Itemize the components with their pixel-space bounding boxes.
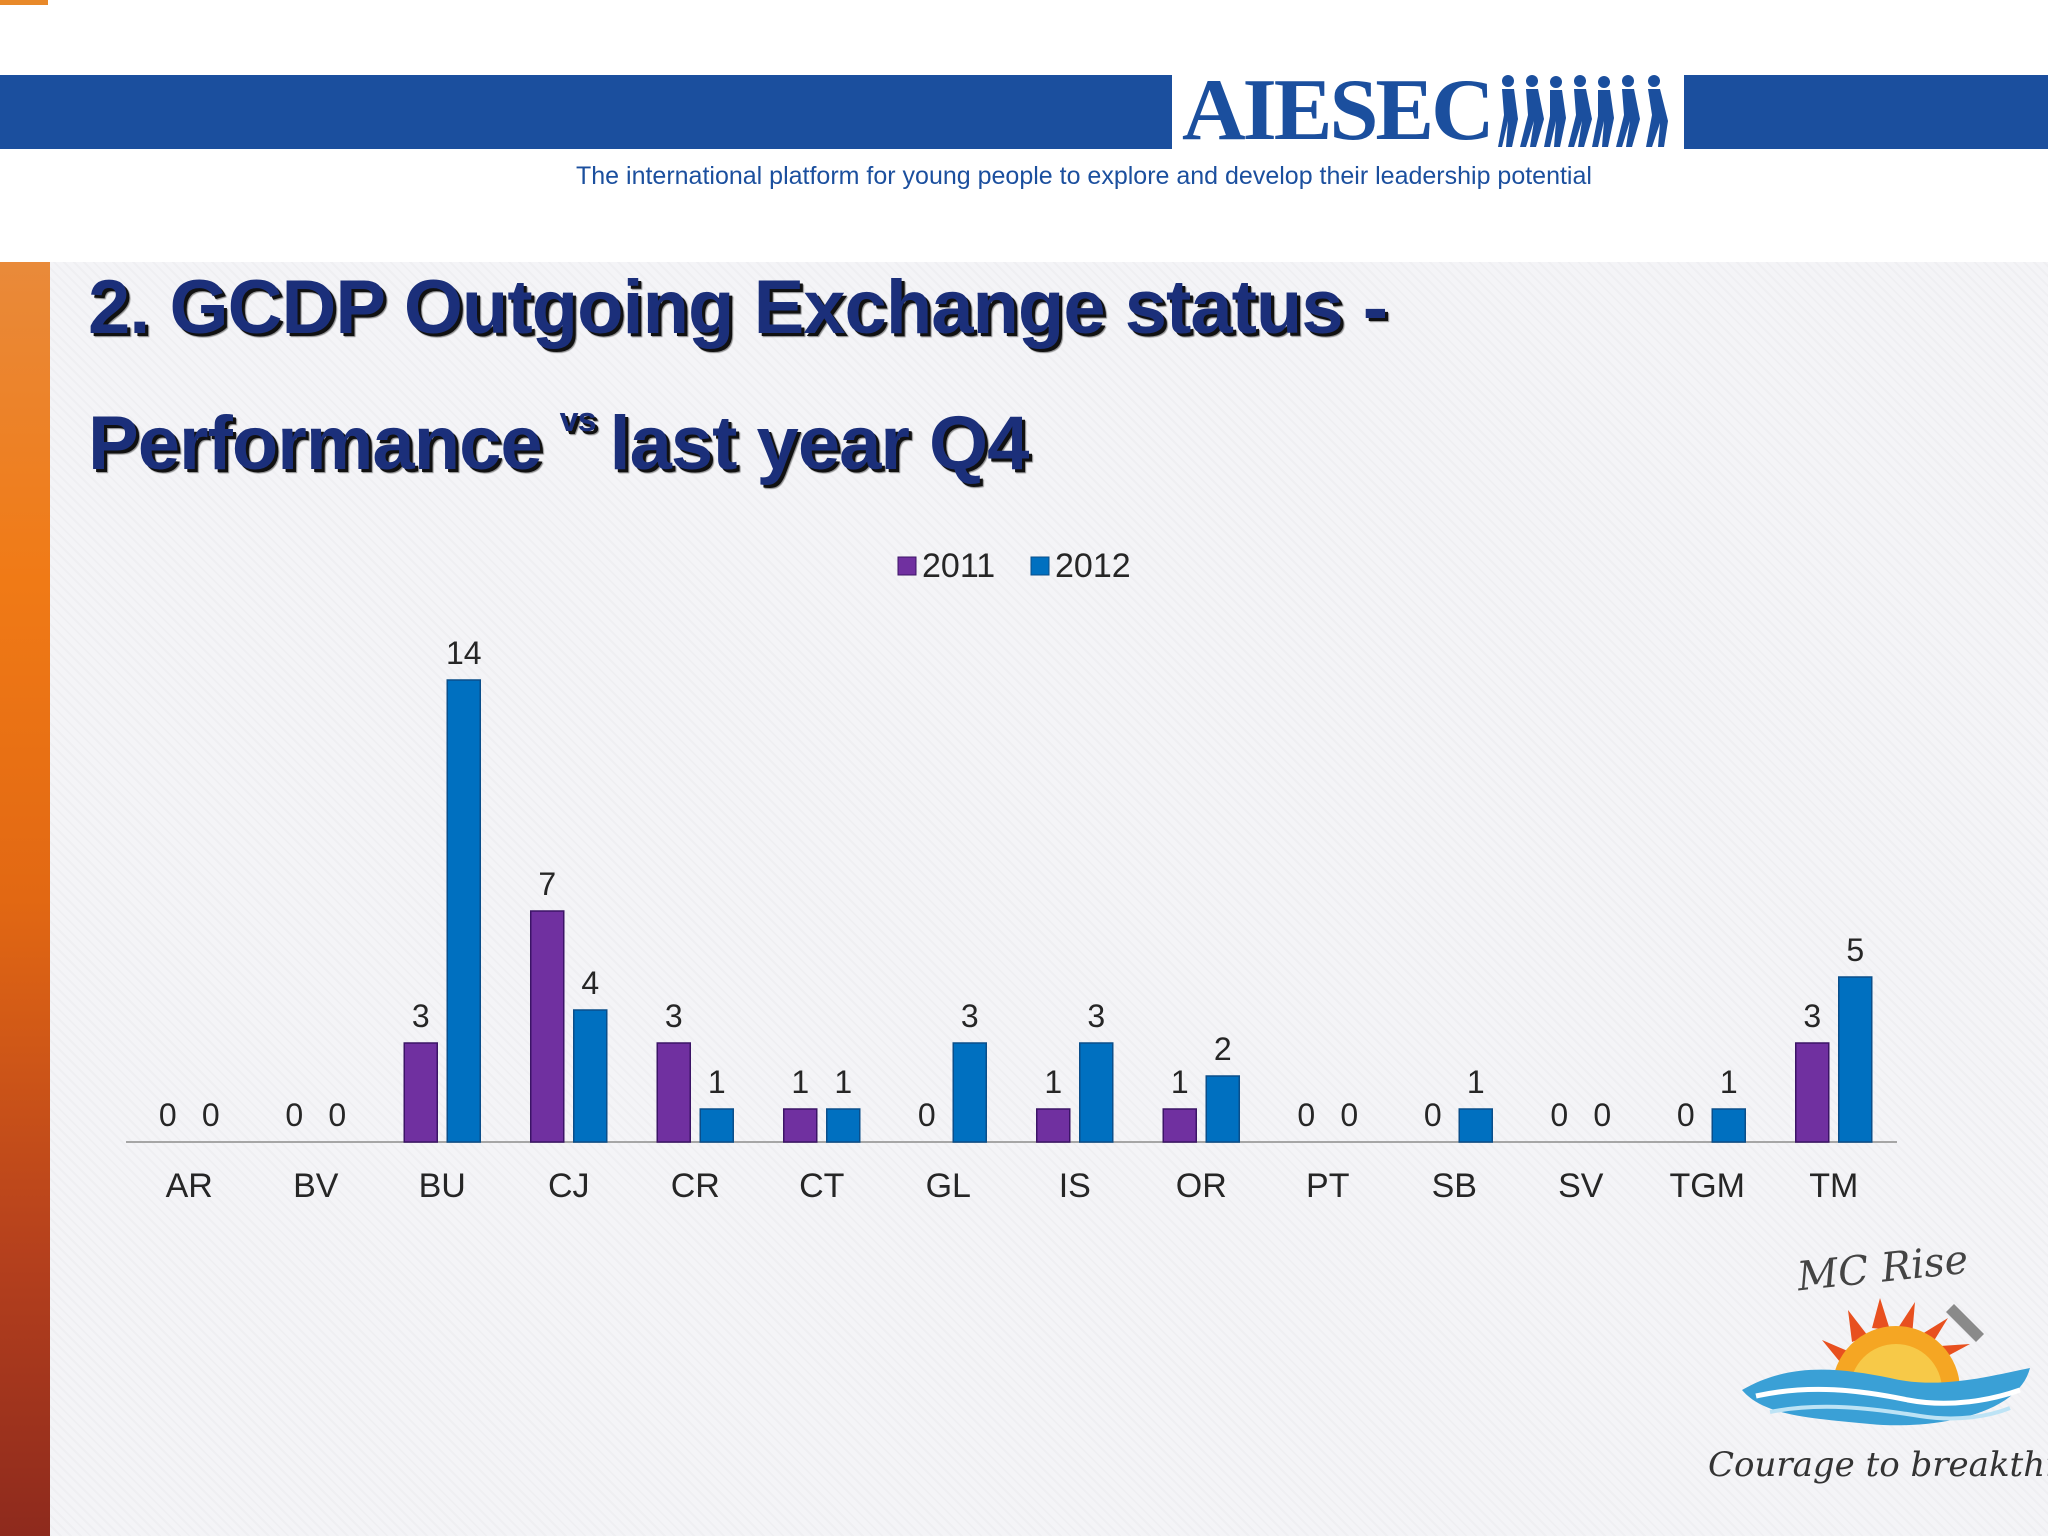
data-label: 0 (328, 1097, 346, 1133)
logo-title: MC Rise (1794, 1240, 1970, 1300)
aiesec-people-icon (1497, 75, 1668, 147)
x-tick-label: SV (1558, 1167, 1604, 1205)
bar-2012 (573, 1009, 608, 1143)
bar-2012 (1458, 1108, 1493, 1143)
x-tick-label: CT (799, 1167, 844, 1205)
legend-label-2011: 2011 (922, 547, 995, 585)
data-label: 1 (708, 1064, 726, 1100)
bar-2011 (656, 1042, 691, 1143)
title-line-1: 2. GCDP Outgoing Exchange status - (88, 265, 1388, 350)
data-label: 1 (1467, 1064, 1485, 1100)
x-tick-label: IS (1059, 1167, 1091, 1205)
bar-2011 (1795, 1042, 1830, 1143)
top-accent (0, 0, 48, 5)
title-last-year: last year Q4 (609, 401, 1029, 486)
bar-2012 (1838, 976, 1873, 1143)
data-label: 3 (1087, 998, 1105, 1034)
x-tick-label: SB (1432, 1167, 1477, 1205)
data-label: 1 (791, 1064, 809, 1100)
mc-rise-logo: MC Rise Courage to breakthrough (1708, 1240, 2048, 1485)
tagline: The international platform for young peo… (576, 162, 1592, 190)
bar-2012 (952, 1042, 987, 1143)
data-label: 1 (1720, 1064, 1738, 1100)
data-label: 4 (581, 965, 599, 1001)
bar-2012 (1079, 1042, 1114, 1143)
x-tick-label: BU (419, 1167, 466, 1205)
title-performance: Performance (88, 401, 543, 486)
data-label: 0 (1340, 1097, 1358, 1133)
data-label: 3 (665, 998, 683, 1034)
left-accent-stripe (0, 262, 50, 1536)
data-label: 0 (159, 1097, 177, 1133)
aiesec-logo: AIESEC (1172, 62, 1684, 159)
data-label: 3 (412, 998, 430, 1034)
x-tick-label: AR (166, 1167, 213, 1205)
data-label: 1 (1044, 1064, 1062, 1100)
data-label: 0 (918, 1097, 936, 1133)
slide-title: 2. GCDP Outgoing Exchange status - Perfo… (88, 252, 1488, 500)
x-tick-label: BV (293, 1167, 339, 1205)
x-tick-label: CJ (548, 1167, 590, 1205)
bar-2012 (1205, 1075, 1240, 1143)
bar-2011 (1162, 1108, 1197, 1143)
data-label: 0 (285, 1097, 303, 1133)
bar-2012 (446, 679, 481, 1143)
x-tick-label: PT (1306, 1167, 1349, 1205)
x-tick-label: TM (1809, 1167, 1858, 1205)
header-blue-band (0, 75, 2048, 149)
title-line-2: Performance vs last year Q4 (88, 364, 1488, 500)
data-label: 0 (1550, 1097, 1568, 1133)
x-tick-label: CR (671, 1167, 720, 1205)
data-label: 5 (1846, 932, 1864, 968)
legend-swatch-2012 (1030, 556, 1050, 576)
data-label: 0 (202, 1097, 220, 1133)
bar-2012 (826, 1108, 861, 1143)
bar-2011 (1036, 1108, 1071, 1143)
data-label: 1 (1171, 1064, 1189, 1100)
x-tick-label: GL (926, 1167, 971, 1205)
bar-2011 (530, 910, 565, 1143)
data-label: 0 (1677, 1097, 1695, 1133)
data-label: 2 (1214, 1031, 1232, 1067)
data-label: 1 (834, 1064, 852, 1100)
data-label: 0 (1297, 1097, 1315, 1133)
data-label: 7 (538, 866, 556, 902)
data-label: 3 (961, 998, 979, 1034)
x-tick-label: TGM (1669, 1167, 1745, 1205)
logo-slogan: Courage to breakthrough (1708, 1445, 2048, 1485)
bar-2012 (1711, 1108, 1746, 1143)
data-label: 3 (1803, 998, 1821, 1034)
legend-label-2012: 2012 (1055, 547, 1131, 585)
sun-wave-icon (1742, 1298, 2030, 1426)
data-label: 0 (1593, 1097, 1611, 1133)
bar-2011 (403, 1042, 438, 1143)
title-vs: vs (559, 401, 597, 439)
data-label: 14 (446, 635, 482, 671)
brand-name: AIESEC (1182, 62, 1495, 159)
data-label: 0 (1424, 1097, 1442, 1133)
x-tick-label: OR (1176, 1167, 1227, 1205)
bar-2012 (699, 1108, 734, 1143)
legend-swatch-2011 (897, 556, 917, 576)
bar-2011 (783, 1108, 818, 1143)
